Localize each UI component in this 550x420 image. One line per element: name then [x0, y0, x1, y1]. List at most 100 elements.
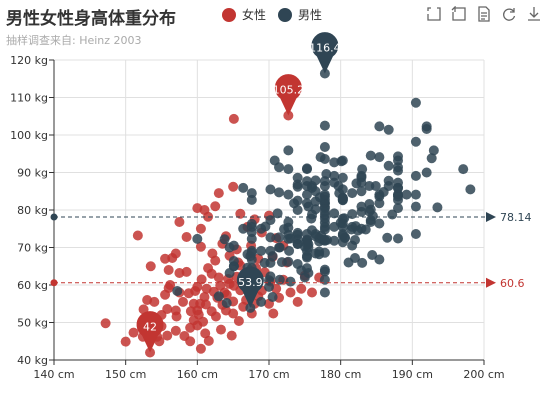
- data-point: [265, 232, 276, 243]
- data-point: [301, 263, 312, 274]
- data-point: [347, 188, 358, 199]
- data-point: [374, 218, 385, 229]
- data-point: [393, 151, 403, 162]
- x-tick-label: 140 cm: [33, 368, 74, 381]
- data-point: [238, 182, 249, 193]
- data-point: [206, 268, 217, 279]
- zoom-icon[interactable]: [426, 6, 442, 22]
- data-point: [292, 195, 303, 206]
- series-male: [172, 68, 476, 313]
- data-point: [319, 154, 330, 164]
- data-point: [200, 328, 211, 339]
- markpoint-pin-shape: [136, 311, 164, 353]
- data-point: [458, 164, 469, 175]
- data-point: [256, 296, 267, 307]
- legend-item-female[interactable]: 女性: [222, 6, 266, 23]
- data-point: [292, 296, 303, 307]
- data-point: [410, 136, 421, 147]
- data-point: [465, 184, 476, 195]
- data-point: [310, 248, 321, 259]
- markpoint-label: 42: [143, 321, 157, 334]
- y-tick-label: 90 kg: [17, 167, 48, 180]
- markpoint-pin: 105.2: [273, 74, 305, 116]
- data-point: [383, 124, 394, 135]
- data-point: [265, 271, 276, 282]
- data-point: [319, 189, 330, 200]
- data-point: [203, 335, 214, 346]
- refresh-icon[interactable]: [501, 6, 517, 22]
- data-point: [428, 145, 439, 156]
- data-point: [292, 239, 303, 250]
- data-point: [329, 208, 340, 219]
- data-point: [310, 186, 321, 197]
- legend-label-female: 女性: [242, 8, 267, 22]
- data-point: [337, 193, 348, 203]
- x-tick-label: 200 cm: [463, 368, 504, 381]
- data-point: [149, 296, 160, 307]
- markpoint-pin-shape: [311, 32, 339, 74]
- data-point: [356, 177, 367, 188]
- data-point: [421, 121, 432, 132]
- data-point: [367, 250, 378, 260]
- y-tick-label: 100 kg: [10, 129, 48, 142]
- data-point: [246, 194, 257, 205]
- markpoint-pin: 116.4: [309, 32, 341, 74]
- data-point: [265, 184, 276, 195]
- data-point: [337, 155, 348, 166]
- data-point: [383, 181, 394, 191]
- data-point: [283, 164, 294, 175]
- data-point: [285, 276, 296, 287]
- x-tick-label: 160 cm: [177, 368, 218, 381]
- data-point: [219, 234, 230, 245]
- zoom-reset-icon[interactable]: [451, 5, 467, 22]
- data-point: [374, 254, 385, 265]
- data-point: [393, 203, 403, 214]
- data-point: [410, 201, 421, 212]
- data-point: [374, 152, 385, 163]
- data-point: [178, 296, 188, 307]
- data-point: [329, 157, 340, 168]
- data-point: [238, 223, 249, 234]
- data-point: [301, 189, 312, 200]
- data-point: [310, 229, 321, 239]
- data-point: [256, 245, 267, 256]
- data-point: [272, 208, 283, 219]
- y-tick-label: 120 kg: [10, 54, 48, 67]
- data-point: [170, 325, 181, 336]
- save-icon[interactable]: [526, 6, 542, 22]
- data-point: [329, 235, 340, 246]
- data-point: [410, 189, 421, 200]
- data-point: [337, 184, 348, 195]
- x-tick-label: 190 cm: [392, 368, 433, 381]
- data-point: [347, 209, 358, 220]
- data-point: [172, 286, 183, 296]
- data-point: [192, 233, 203, 244]
- data-point: [296, 283, 307, 294]
- data-point: [274, 187, 285, 198]
- data-point: [306, 213, 317, 224]
- markpoint-label: 105.2: [273, 84, 305, 97]
- markline-arrow: [486, 211, 496, 222]
- legend-item-male[interactable]: 男性: [278, 6, 322, 23]
- data-point: [283, 217, 294, 227]
- data-point: [393, 194, 403, 205]
- y-tick-label: 80 kg: [17, 204, 48, 217]
- data-point: [170, 248, 181, 259]
- data-point: [274, 274, 285, 285]
- data-view-icon[interactable]: [476, 6, 492, 22]
- data-point: [347, 240, 358, 251]
- markpoint-pin: 53.9: [236, 266, 264, 308]
- data-point: [337, 172, 348, 183]
- data-point: [319, 217, 330, 228]
- data-point: [319, 203, 330, 214]
- data-point: [343, 257, 354, 268]
- data-point: [283, 189, 294, 200]
- legend-marker-female: [222, 7, 236, 22]
- data-point: [162, 304, 173, 314]
- y-tick-label: 110 kg: [10, 92, 48, 105]
- x-tick-label: 150 cm: [105, 368, 146, 381]
- data-point: [213, 291, 224, 302]
- data-point: [274, 232, 285, 243]
- data-point: [301, 198, 312, 209]
